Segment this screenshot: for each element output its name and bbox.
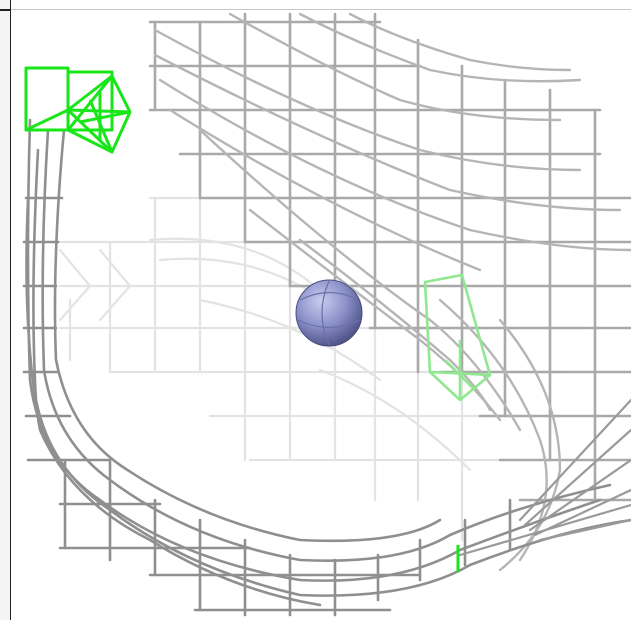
viewport-top-border [11,0,631,10]
mesh-ring-grid [22,118,631,617]
mesh-back-layer [48,196,602,542]
camera-frustum-icon[interactable] [24,66,132,154]
camera-frustum-icon[interactable] [423,273,492,402]
mesh-right-fan [458,398,631,557]
sphere-marker[interactable] [295,279,363,347]
mesh-diagonal-strands [153,12,631,572]
viewport-corner-tick [0,9,11,11]
mesh-upper-grid [148,12,631,502]
viewport-left-border [0,0,11,620]
